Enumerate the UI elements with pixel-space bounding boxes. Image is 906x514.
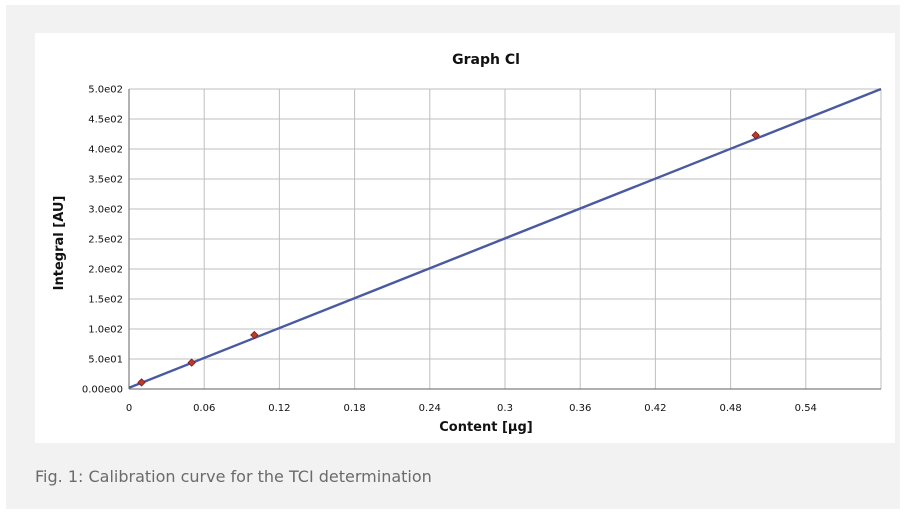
axis-layer <box>128 89 881 390</box>
x-tick-label: 0.48 <box>719 403 741 414</box>
y-tick-label: 5.0e02 <box>88 85 123 96</box>
figure-caption: Fig. 1: Calibration curve for the TCI de… <box>35 467 432 486</box>
y-tick-label: 0.00e00 <box>82 385 123 396</box>
x-tick-label: 0.06 <box>193 403 215 414</box>
x-tick-label: 0.54 <box>795 403 817 414</box>
y-tick-label: 5.0e01 <box>88 355 123 366</box>
figure-panel: 0 0.06 0.12 0.18 0.24 0.3 0.36 0.42 0.48 0.54 0.00… <box>6 5 900 509</box>
x-tick-label: 0.36 <box>569 403 591 414</box>
x-axis-label: Content [µg] <box>439 420 533 435</box>
x-tick-label: 0.42 <box>644 403 666 414</box>
y-tick-label: 3.5e02 <box>88 175 123 186</box>
data-point <box>187 358 196 367</box>
data-point <box>137 378 146 387</box>
chart-title: Graph Cl <box>452 52 520 68</box>
x-tick-label: 0.12 <box>268 403 290 414</box>
y-tick-label: 3.0e02 <box>88 205 123 216</box>
y-tick-label: 1.0e02 <box>88 325 123 336</box>
tick-layer: 0 0.06 0.12 0.18 0.24 0.3 0.36 0.42 0.48 0.54 0.00… <box>82 85 817 415</box>
y-tick-label: 4.0e02 <box>88 145 123 156</box>
point-layer <box>137 131 760 387</box>
x-tick-label: 0.24 <box>419 403 441 414</box>
calibration-chart: 0 0.06 0.12 0.18 0.24 0.3 0.36 0.42 0.48 0.54 0.00… <box>52 52 882 435</box>
x-tick-label: 0 <box>126 403 132 414</box>
data-point <box>751 131 760 140</box>
data-point <box>250 330 259 340</box>
y-tick-label: 2.0e02 <box>88 265 123 276</box>
y-tick-label: 1.5e02 <box>88 295 123 306</box>
x-tick-label: 0.18 <box>343 403 365 414</box>
chart-container: 0 0.06 0.12 0.18 0.24 0.3 0.36 0.42 0.48 0.54 0.00… <box>35 33 895 443</box>
y-tick-label: 4.5e02 <box>88 115 123 126</box>
y-tick-label: 2.5e02 <box>88 235 123 246</box>
x-tick-label: 0.3 <box>497 403 513 414</box>
y-axis-label: Integral [AU] <box>52 196 67 291</box>
